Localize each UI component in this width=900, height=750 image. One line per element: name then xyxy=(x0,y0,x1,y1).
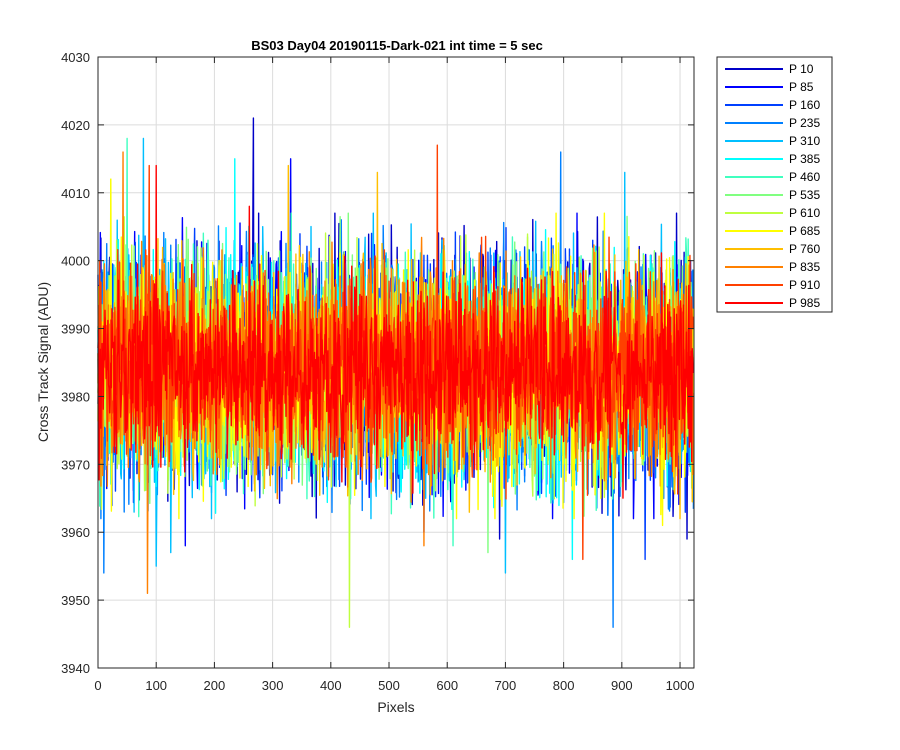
legend-label: P 160 xyxy=(789,98,820,112)
legend-label: P 235 xyxy=(789,116,820,130)
legend-label: P 385 xyxy=(789,152,820,166)
legend-label: P 85 xyxy=(789,80,814,94)
y-tick-label: 4020 xyxy=(61,118,90,133)
y-tick-label: 3960 xyxy=(61,525,90,540)
legend-label: P 310 xyxy=(789,134,820,148)
x-tick-label: 0 xyxy=(94,678,101,693)
x-tick-label: 200 xyxy=(204,678,226,693)
legend-label: P 535 xyxy=(789,188,820,202)
y-tick-label: 3990 xyxy=(61,322,90,337)
y-tick-label: 3970 xyxy=(61,457,90,472)
legend: P 10 P 85 P 160 P 235 P 310 P 385 P 460 P 535 P … xyxy=(716,56,833,313)
x-tick-label: 700 xyxy=(495,678,517,693)
series-lines xyxy=(97,117,695,628)
y-tick-label: 4010 xyxy=(61,186,90,201)
x-tick-label: 500 xyxy=(378,678,400,693)
chart-title: BS03 Day04 20190115-Dark-021 int time = … xyxy=(251,38,543,53)
y-tick-label: 3980 xyxy=(61,389,90,404)
y-tick-label: 3940 xyxy=(61,661,90,676)
x-tick-label: 800 xyxy=(553,678,575,693)
y-axis-label: Cross Track Signal (ADU) xyxy=(35,282,51,442)
legend-label: P 10 xyxy=(789,62,814,76)
x-tick-label: 100 xyxy=(145,678,167,693)
x-tick-label: 1000 xyxy=(666,678,695,693)
axis-ticks: 0 100 200 300 400 500 600 700 800 900 1000 3940 3950… xyxy=(61,50,694,693)
legend-label: P 985 xyxy=(789,296,820,310)
x-tick-label: 400 xyxy=(320,678,342,693)
legend-label: P 835 xyxy=(789,260,820,274)
legend-label: P 760 xyxy=(789,242,820,256)
legend-box xyxy=(716,56,833,313)
x-axis-label: Pixels xyxy=(377,699,414,715)
legend-label: P 460 xyxy=(789,170,820,184)
x-tick-label: 600 xyxy=(436,678,458,693)
y-tick-label: 4030 xyxy=(61,50,90,65)
y-tick-label: 3950 xyxy=(61,593,90,608)
plot-frame xyxy=(97,56,695,669)
legend-label: P 685 xyxy=(789,224,820,238)
legend-label: P 610 xyxy=(789,206,820,220)
y-tick-label: 4000 xyxy=(61,254,90,269)
series-line xyxy=(97,164,695,499)
legend-label: P 910 xyxy=(789,278,820,292)
x-tick-label: 300 xyxy=(262,678,284,693)
x-tick-label: 900 xyxy=(611,678,633,693)
